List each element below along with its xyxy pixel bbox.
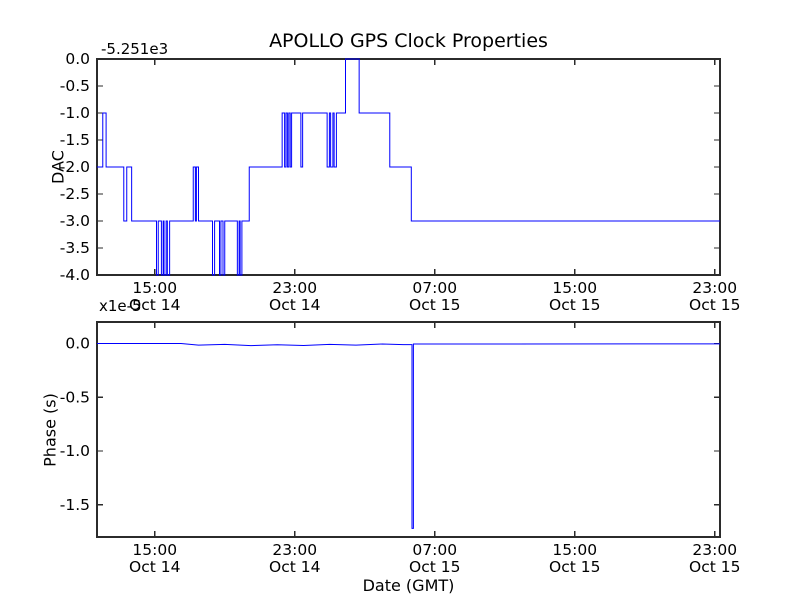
x-tick-label-time: 15:00 xyxy=(552,279,597,297)
y-tick-label: -3.5 xyxy=(60,239,90,257)
y-tick-label: -1.0 xyxy=(60,442,90,460)
x-tick-label-date: Oct 15 xyxy=(689,558,740,576)
x-tick-label-time: 07:00 xyxy=(412,279,457,297)
x-tick-label-time: 23:00 xyxy=(692,279,737,297)
y-tick-label: -2.0 xyxy=(60,158,90,176)
x-tick-label-date: Oct 15 xyxy=(409,558,460,576)
top-y-axis-label: DAC xyxy=(48,150,68,184)
bottom-y-axis-label: Phase (s) xyxy=(40,393,60,467)
y-tick-label: -2.5 xyxy=(60,185,90,203)
x-tick-label-time: 15:00 xyxy=(132,541,177,559)
y-tick-label: -0.5 xyxy=(60,388,90,406)
y-tick-label: -0.5 xyxy=(60,77,90,95)
bottom-axis-scale-label: x1e-5 xyxy=(99,297,142,315)
top-axis-offset-label: -5.251e3 xyxy=(101,40,169,58)
chart-title: APOLLO GPS Clock Properties xyxy=(269,30,548,52)
series-line xyxy=(97,58,720,276)
x-axis-label: Date (GMT) xyxy=(362,576,455,595)
x-tick-label-time: 23:00 xyxy=(692,541,737,559)
y-tick-label: -4.0 xyxy=(60,266,90,284)
series-line xyxy=(97,343,721,529)
x-tick-label-time: 23:00 xyxy=(272,541,317,559)
y-tick-label: -1.5 xyxy=(60,131,90,149)
x-tick-label-time: 15:00 xyxy=(132,279,177,297)
x-tick-label-date: Oct 14 xyxy=(129,558,180,576)
x-tick-label-date: Oct 15 xyxy=(549,296,600,314)
x-tick-label-date: Oct 15 xyxy=(549,558,600,576)
y-tick-label: -1.5 xyxy=(60,496,90,514)
x-tick-label-date: Oct 14 xyxy=(129,296,180,314)
x-tick-label-time: 07:00 xyxy=(412,541,457,559)
y-tick-label: 0.0 xyxy=(65,335,90,353)
y-tick-label: -3.0 xyxy=(60,212,90,230)
y-tick-label: -1.0 xyxy=(60,104,90,122)
x-tick-label-date: Oct 15 xyxy=(689,296,740,314)
x-tick-label-date: Oct 15 xyxy=(409,296,460,314)
x-tick-label-date: Oct 14 xyxy=(269,558,320,576)
y-tick-label: 0.0 xyxy=(65,50,90,68)
x-tick-label-time: 15:00 xyxy=(552,541,597,559)
x-tick-label-time: 23:00 xyxy=(272,279,317,297)
x-tick-label-date: Oct 14 xyxy=(269,296,320,314)
